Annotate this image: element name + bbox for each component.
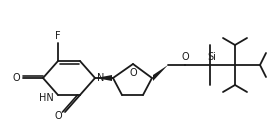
Polygon shape [153,65,168,81]
Text: O: O [129,68,137,78]
Text: N: N [97,73,105,83]
Text: Si: Si [208,52,216,62]
Text: O: O [54,111,62,121]
Text: O: O [12,73,20,83]
Text: F: F [55,31,61,41]
Text: HN: HN [39,93,53,103]
Polygon shape [96,75,112,81]
Text: O: O [181,52,189,62]
